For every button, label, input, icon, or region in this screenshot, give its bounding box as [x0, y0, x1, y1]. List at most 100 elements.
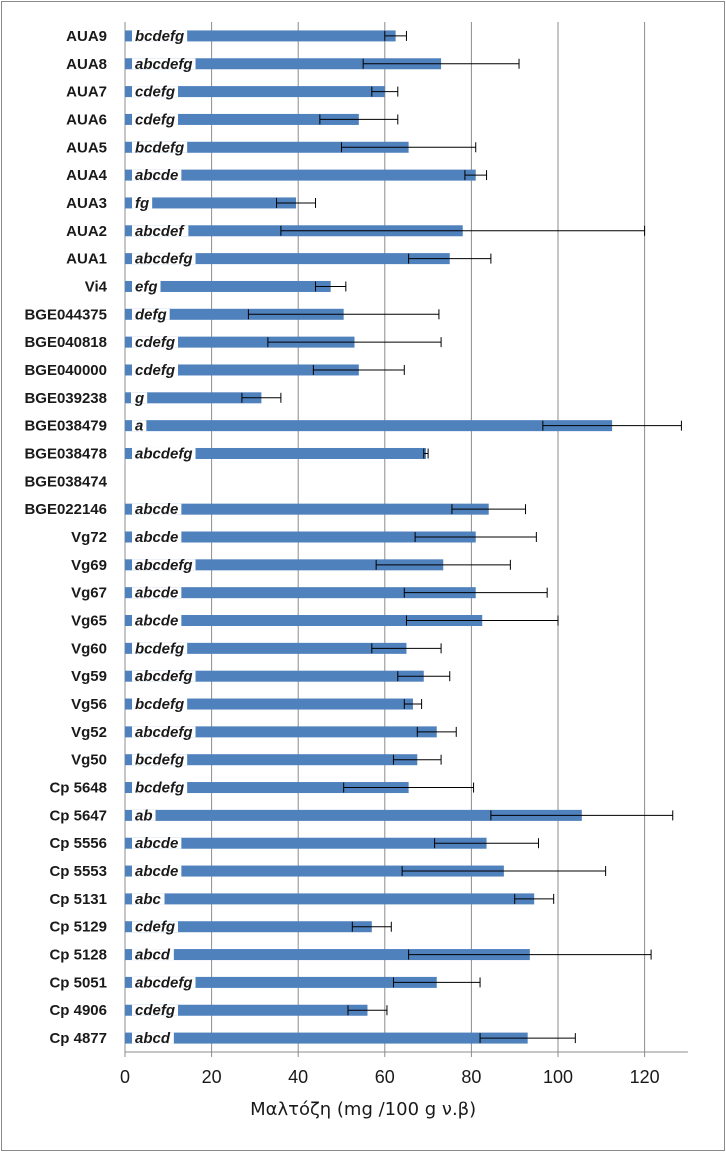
- group-letter-background: [132, 197, 153, 209]
- group-letter-background: [132, 169, 182, 181]
- category-label: Cp 5128: [49, 947, 107, 964]
- category-label: Cp 5131: [49, 891, 107, 908]
- category-label: Cp 4877: [49, 1030, 107, 1047]
- bar: [125, 280, 331, 292]
- group-letter-label: abc: [135, 891, 162, 908]
- group-letter-background: [132, 976, 196, 988]
- x-tick-labels-layer: 0 20 40 60 80 100 120: [120, 1067, 660, 1087]
- category-label: Vg56: [71, 696, 107, 713]
- x-tick-label: 100: [543, 1067, 573, 1087]
- bar: [125, 169, 476, 181]
- group-letter-label: abcdefg: [135, 974, 193, 991]
- category-label: AUA8: [66, 56, 107, 73]
- category-label: Vg59: [71, 668, 107, 685]
- group-letter-background: [132, 893, 165, 905]
- category-label: Vg60: [71, 640, 107, 657]
- group-letter-label: abcdefg: [135, 557, 193, 574]
- bar: [125, 503, 489, 515]
- category-label: BGE038474: [24, 473, 107, 490]
- group-letter-label: g: [134, 390, 144, 407]
- group-letter-label: bcdefg: [135, 696, 184, 713]
- group-letter-label: bcdefg: [135, 780, 184, 797]
- x-tick-label: 40: [288, 1067, 308, 1087]
- category-label: Vg65: [71, 613, 107, 630]
- group-letter-label: bcdefg: [135, 139, 184, 156]
- group-letter-background: [132, 865, 182, 877]
- bar: [125, 559, 444, 571]
- category-label: BGE040818: [24, 334, 107, 351]
- bar: [125, 921, 372, 933]
- group-letter-background: [132, 503, 182, 515]
- bar: [125, 976, 437, 988]
- category-label: AUA9: [66, 28, 107, 45]
- category-label: Vi4: [85, 278, 108, 295]
- bar: [125, 58, 442, 70]
- x-tick-label: 80: [461, 1067, 481, 1087]
- group-letter-background: [132, 587, 182, 599]
- category-label: Cp 4906: [49, 1002, 107, 1019]
- x-tick-label: 20: [202, 1067, 222, 1087]
- category-label: BGE038478: [24, 445, 107, 462]
- bar: [125, 392, 262, 404]
- group-letter-label: abcde: [135, 613, 178, 630]
- group-letter-label: defg: [135, 306, 167, 323]
- group-letter-background: [132, 141, 188, 153]
- category-label: AUA5: [66, 139, 107, 156]
- group-letter-background: [132, 782, 188, 794]
- group-letter-label: abcde: [135, 529, 178, 546]
- bar: [125, 420, 613, 432]
- group-letter-background: [132, 447, 196, 459]
- bar: [125, 865, 504, 877]
- group-letter-label: ab: [135, 807, 153, 824]
- bar: [125, 364, 359, 376]
- group-letter-background: [132, 113, 179, 125]
- group-letter-label: cdefg: [135, 1002, 175, 1019]
- group-letter-background: [132, 670, 196, 682]
- group-letter-label: cdefg: [135, 84, 175, 101]
- bar: [125, 141, 409, 153]
- group-letter-label: abcde: [135, 501, 178, 518]
- group-letter-label: cdefg: [135, 919, 175, 936]
- group-letter-background: [132, 531, 182, 543]
- bar: [125, 336, 355, 348]
- group-letter-label: abcde: [135, 585, 178, 602]
- category-label: Cp 5556: [49, 835, 107, 852]
- bar: [125, 1032, 528, 1044]
- group-letter-background: [132, 30, 188, 42]
- group-letter-background: [132, 837, 182, 849]
- bar: [125, 253, 450, 265]
- group-letters-layer: bcdefgabcdefgcdefgcdefgbcdefgabcdefgabcd…: [131, 28, 196, 1047]
- category-label: BGE022146: [24, 501, 107, 518]
- category-label: AUA1: [66, 251, 107, 268]
- bar: [125, 782, 409, 794]
- category-label: Vg52: [71, 724, 107, 741]
- x-tick-label: 0: [120, 1067, 130, 1087]
- group-letter-label: abcdefg: [135, 56, 193, 73]
- group-letter-label: bcdefg: [135, 640, 184, 657]
- x-axis-title: Μαλτόζη (mg /100 g ν.β): [250, 1099, 476, 1120]
- group-letter-label: abcdefg: [135, 251, 193, 268]
- bar: [125, 809, 582, 821]
- bar: [125, 698, 413, 710]
- category-label: BGE040000: [24, 362, 107, 379]
- bars-layer: [125, 30, 613, 1044]
- category-label: BGE039238: [24, 390, 107, 407]
- bar: [125, 30, 396, 42]
- bar: [125, 726, 437, 738]
- bar: [125, 197, 297, 209]
- category-label: Vg69: [71, 557, 107, 574]
- category-label: Vg50: [71, 752, 107, 769]
- bar: [125, 531, 476, 543]
- group-letter-background: [132, 615, 182, 627]
- bar: [125, 615, 483, 627]
- category-label: Cp 5129: [49, 919, 107, 936]
- group-letter-label: cdefg: [135, 362, 175, 379]
- x-tick-label: 60: [375, 1067, 395, 1087]
- group-letter-label: abcdefg: [135, 724, 193, 741]
- group-letter-background: [132, 336, 179, 348]
- group-letter-label: bcdefg: [135, 752, 184, 769]
- group-letter-background: [131, 392, 148, 404]
- group-letter-label: abcd: [135, 1030, 171, 1047]
- category-label: Vg67: [71, 585, 107, 602]
